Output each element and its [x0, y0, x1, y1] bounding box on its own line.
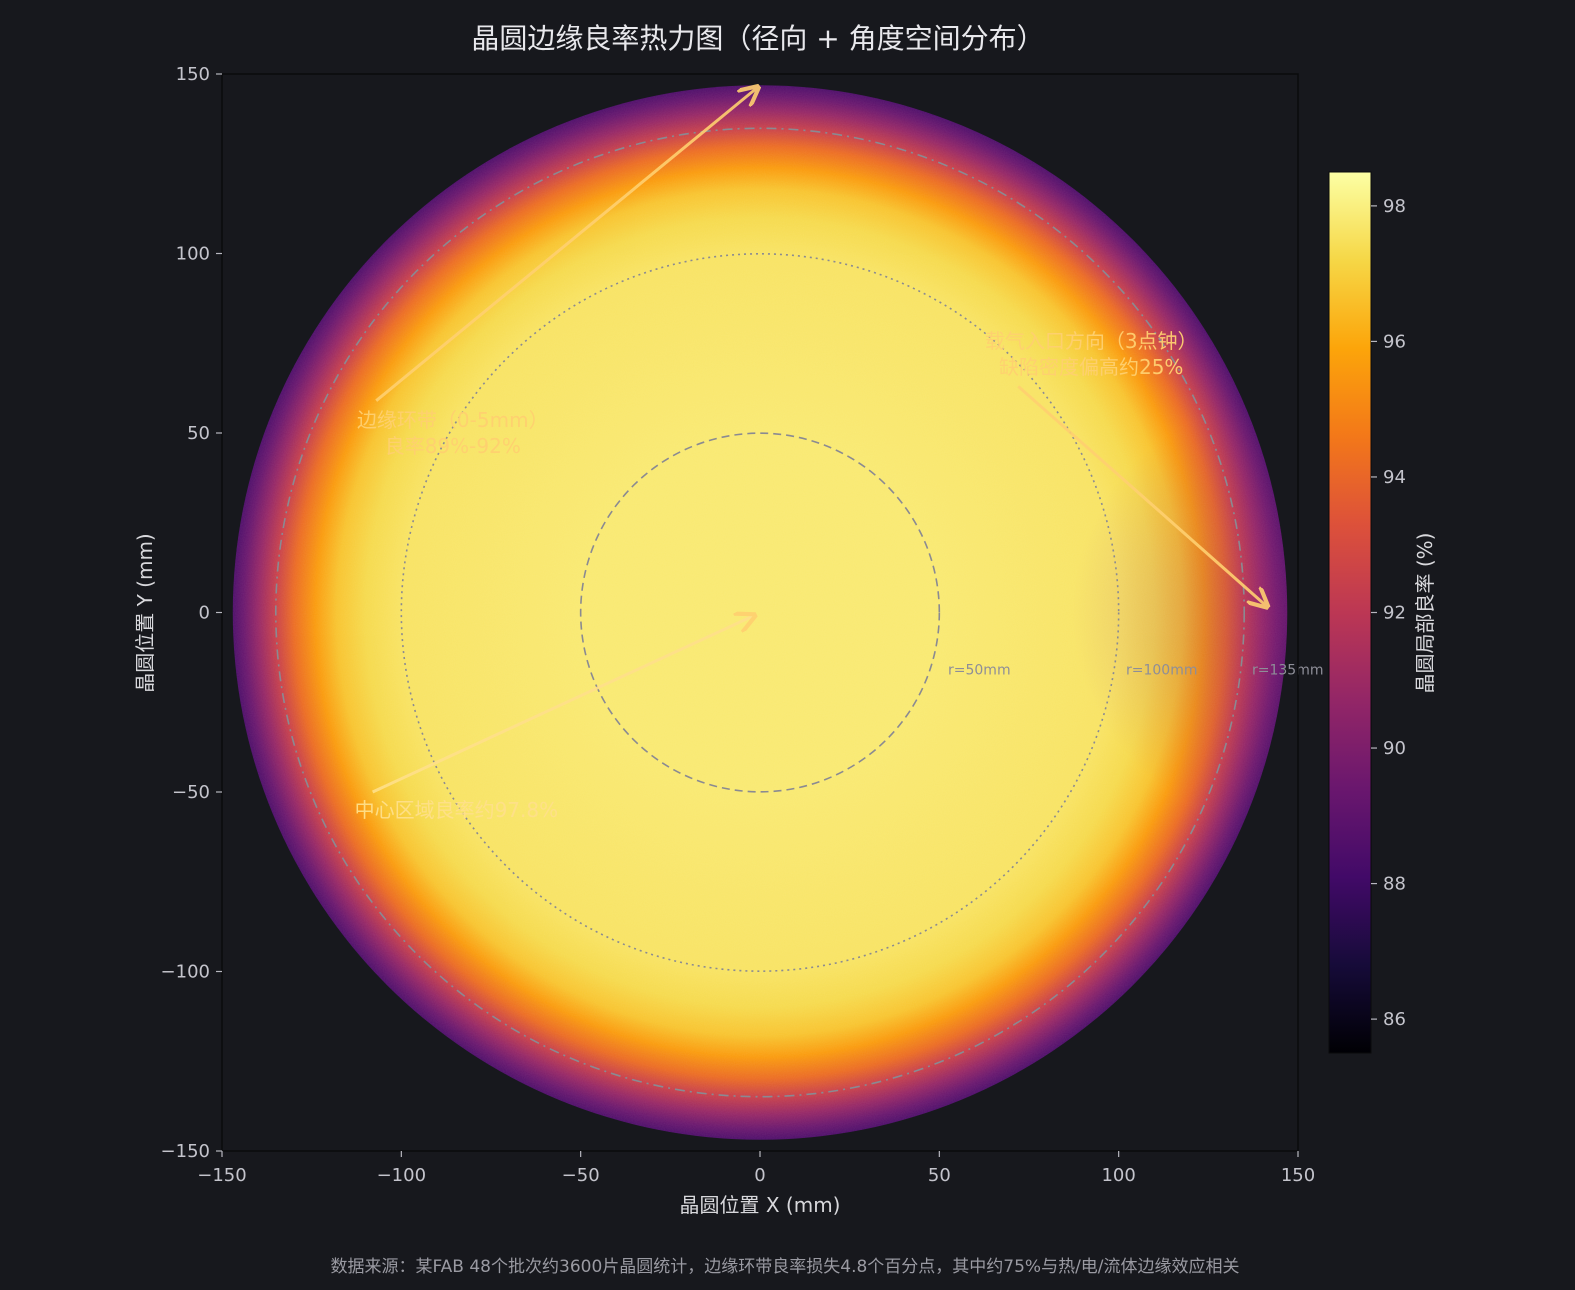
x-tick-label: 150 [1281, 1165, 1315, 1186]
x-tick-label: 50 [928, 1165, 951, 1186]
y-tick-label: 150 [176, 64, 210, 85]
x-tick-label: 100 [1101, 1165, 1135, 1186]
y-tick-label: 50 [187, 423, 210, 444]
annotation-text: 载气入口方向（3点钟） [985, 329, 1198, 353]
y-tick-label: −100 [161, 962, 210, 983]
annotation-text: 边缘环带（0-5mm） [357, 408, 549, 432]
reference-circle-label: r=50mm [948, 663, 1011, 679]
reference-circles: r=50mm r=100mm r=135mm [274, 127, 1323, 1098]
axes: −150 −100 −50 0 50 100 150 −150 −100 −50 0 50 100 150 [161, 64, 1316, 1186]
annotation-text: 缺陷密度偏高约25% [999, 355, 1183, 379]
reference-circle-label: r=135mm [1252, 663, 1323, 679]
reference-circle-label: r=100mm [1126, 663, 1197, 679]
colorbar: 86 88 90 92 94 96 98 晶圆局部良率 (%) [1328, 171, 1437, 1054]
x-axis-label: 晶圆位置 X (mm) [680, 1193, 841, 1217]
y-axis-label: 晶圆位置 Y (mm) [133, 533, 157, 693]
annotation: 边缘环带（0-5mm）良率89%-92% [357, 88, 756, 458]
colorbar-label: 晶圆局部良率 (%) [1413, 533, 1437, 694]
annotation: 中心区域良率约97.8% [355, 616, 753, 822]
noise-texture [232, 85, 1288, 1140]
annotations: 边缘环带（0-5mm）良率89%-92% 载气入口方向（3点钟）缺陷密度偏高约25… [355, 88, 1266, 822]
x-tick-label: −150 [197, 1165, 246, 1186]
colorbar-tick-label: 96 [1383, 331, 1406, 352]
annotation-arrow [375, 88, 756, 402]
plot-area [232, 85, 1288, 1140]
colorbar-tick-label: 90 [1383, 738, 1406, 759]
reference-circle [579, 432, 941, 793]
colorbar-tick-label: 86 [1383, 1009, 1406, 1030]
footnote: 数据来源：某FAB 48个批次约3600片晶圆统计，边缘环带良率损失4.8个百分… [330, 1257, 1239, 1277]
colorbar-gradient [1328, 171, 1372, 1054]
chart-title: 晶圆边缘良率热力图（径向 + 角度空间分布） [471, 22, 1044, 55]
y-tick-label: 0 [199, 603, 210, 624]
x-tick-label: −50 [562, 1165, 600, 1186]
colorbar-tick-label: 94 [1383, 467, 1406, 488]
y-tick-label: −150 [161, 1141, 210, 1162]
annotation-text: 中心区域良率约97.8% [355, 798, 559, 822]
annotation-text: 良率89%-92% [385, 434, 521, 458]
colorbar-tick-label: 88 [1383, 874, 1406, 895]
annotation-arrow [372, 616, 753, 794]
y-tick-label: 100 [176, 244, 210, 265]
colorbar-tick-label: 92 [1383, 603, 1406, 624]
reference-circle [400, 253, 1120, 972]
y-tick-label: −50 [172, 782, 210, 803]
x-tick-label: −100 [377, 1165, 426, 1186]
reference-circle [274, 127, 1246, 1098]
annotation: 载气入口方向（3点钟）缺陷密度偏高约25% [985, 329, 1266, 605]
colorbar-tick-label: 98 [1383, 196, 1406, 217]
annotation-arrow [1017, 385, 1265, 605]
x-tick-label: 0 [754, 1165, 765, 1186]
